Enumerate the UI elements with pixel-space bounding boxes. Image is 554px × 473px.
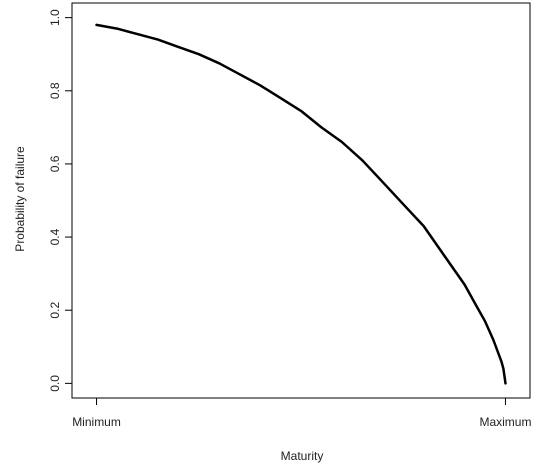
x-tick-label-1: Maximum	[479, 415, 531, 429]
series-line-0	[95, 23, 507, 385]
y-tick-label-4: 0.8	[48, 82, 62, 99]
x-tick-label-0: Minimum	[72, 415, 121, 429]
y-tick-label-0: 0.0	[48, 375, 62, 392]
plot-frame	[71, 2, 531, 399]
y-axis-title: Probability of failure	[13, 146, 27, 252]
y-tick-label-3: 0.6	[48, 155, 62, 172]
x-axis-title: Maturity	[281, 449, 324, 463]
plot-area: 0.0 0.2 0.4 0.6 0.8 1.0 Minimum Maximum	[48, 2, 531, 429]
y-tick-label-5: 1.0	[48, 9, 62, 26]
y-tick-label-1: 0.2	[48, 302, 62, 319]
y-tick-label-2: 0.4	[48, 228, 62, 245]
